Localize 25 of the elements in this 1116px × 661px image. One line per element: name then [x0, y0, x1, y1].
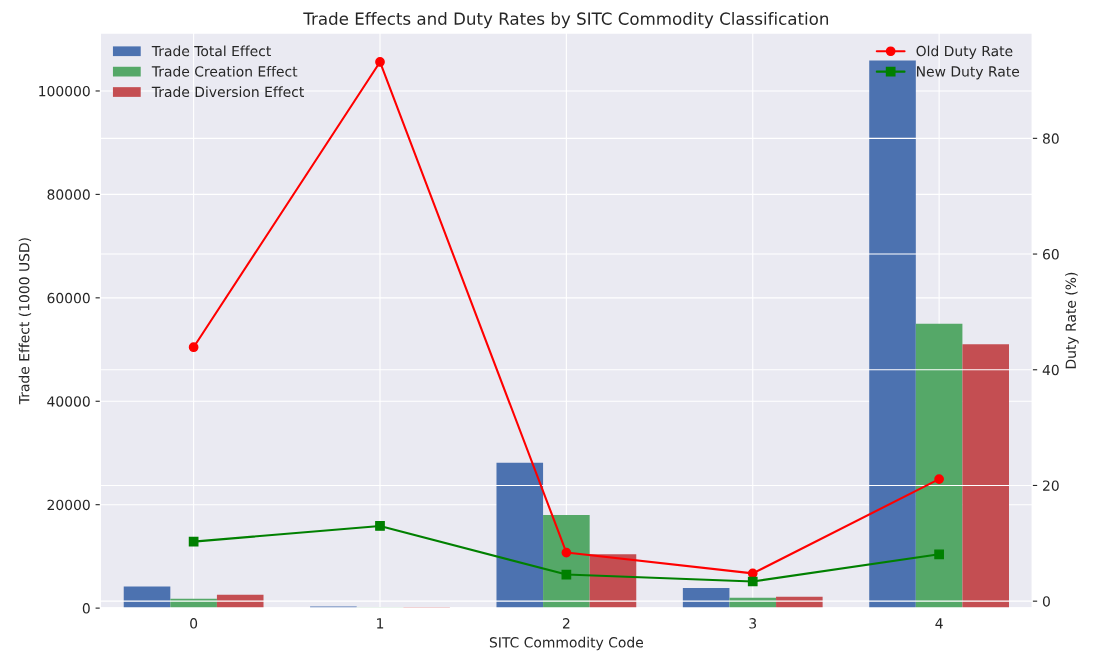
x-tick-label: 0 — [190, 618, 198, 629]
legend-label: Trade Creation Effect — [151, 65, 298, 77]
legend-label: New Duty Rate — [917, 66, 1020, 80]
y2-tick-label: 20 — [1043, 480, 1059, 491]
y-tick-label: 80000 — [47, 189, 90, 200]
x-tick-label: 1 — [377, 618, 384, 629]
y2-axis-title: Duty Rate (%) — [1065, 272, 1079, 369]
x-tick-label: 4 — [935, 618, 943, 629]
chart-title: Trade Effects and Duty Rates by SITC Commodity Classification — [303, 12, 829, 29]
x-axis-title: SITC Commodity Code — [489, 636, 644, 651]
legend-label: Old Duty Rate — [916, 45, 1013, 59]
y-tick-label: 0 — [82, 603, 90, 614]
x-tick-label: 3 — [749, 618, 757, 629]
y-tick-label: 40000 — [47, 396, 90, 407]
y2-tick-label: 40 — [1042, 364, 1059, 376]
legend-label: Trade Total Effect — [151, 45, 271, 57]
y-tick-label: 20000 — [47, 499, 90, 511]
x-tick-label: 2 — [562, 618, 570, 629]
y2-tick-label: 60 — [1042, 249, 1059, 260]
y-tick-label: 100000 — [39, 85, 90, 97]
y2-tick-label: 80 — [1042, 133, 1059, 144]
legend-label: Trade Diversion Effect — [151, 86, 304, 98]
y2-tick-label: 0 — [1042, 596, 1050, 607]
y-tick-label: 60000 — [47, 292, 90, 304]
y-axis-title: Trade Effect (1000 USD) — [18, 238, 32, 405]
